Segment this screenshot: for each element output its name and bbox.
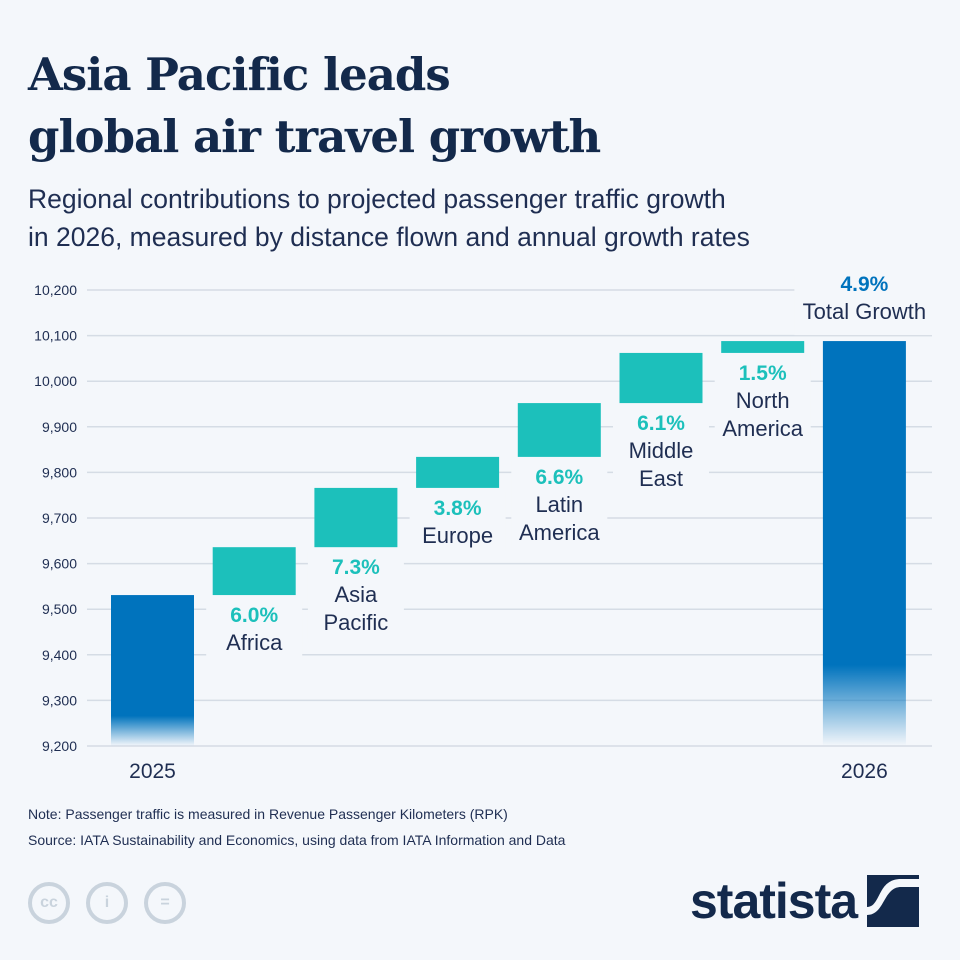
bar-africa <box>212 547 296 596</box>
subtitle-line-1: Regional contributions to projected pass… <box>28 184 726 214</box>
category-label: Latin <box>535 492 583 517</box>
bar-2026 <box>822 341 906 746</box>
data-label-total: 4.9% <box>840 273 888 296</box>
y-tick-label: 9,800 <box>42 464 77 480</box>
title-line-2: global air travel growth <box>28 110 601 163</box>
chart-title: Asia Pacific leads global air travel grow… <box>28 44 601 168</box>
category-label: Middle <box>629 438 694 463</box>
y-tick-label: 10,000 <box>34 373 77 389</box>
cc-icon[interactable]: cc <box>28 882 70 924</box>
bar-2025 <box>111 595 194 746</box>
bar-asia-pacific <box>314 487 398 548</box>
category-label: East <box>639 466 683 491</box>
category-label: Europe <box>422 523 493 548</box>
bar-latin-america <box>517 403 601 457</box>
attribution-icon[interactable]: i <box>86 882 128 924</box>
data-label-middle-east: 6.1% <box>637 412 685 435</box>
y-tick-label: 9,300 <box>42 692 77 708</box>
category-label: America <box>722 416 803 441</box>
no-derivatives-icon[interactable]: = <box>144 882 186 924</box>
bar-north-america <box>721 341 805 353</box>
title-line-1: Asia Pacific leads <box>28 48 451 101</box>
data-label-europe: 3.8% <box>434 497 482 520</box>
y-tick-label: 9,200 <box>42 738 77 754</box>
statista-logo-icon <box>867 875 920 927</box>
y-tick-label: 9,700 <box>42 510 77 526</box>
y-tick-label: 10,200 <box>34 282 77 298</box>
category-label: North <box>736 388 790 413</box>
brand-text: statista <box>690 873 858 929</box>
waterfall-chart: 9,200 9,300 9,400 9,500 9,600 9,700 9,800 9,900… <box>34 273 932 783</box>
subtitle-line-2: in 2026, measured by distance flown and … <box>28 222 750 252</box>
x-axis-label: 2025 <box>129 760 176 783</box>
category-label: Asia <box>335 582 379 607</box>
data-label-africa: 6.0% <box>230 604 278 627</box>
category-label: America <box>519 520 600 545</box>
x-axis-label: 2026 <box>841 760 888 783</box>
data-label-latin-america: 6.6% <box>535 466 583 489</box>
chart-subtitle: Regional contributions to projected pass… <box>28 180 750 256</box>
source-text: Source: IATA Sustainability and Economic… <box>28 832 566 848</box>
total-growth-caption: Total Growth <box>803 299 927 324</box>
y-tick-label: 9,600 <box>42 556 77 572</box>
data-label-north-america: 1.5% <box>739 362 787 385</box>
data-label-asia-pacific: 7.3% <box>332 556 380 579</box>
bar-europe <box>416 456 500 488</box>
y-tick-label: 10,100 <box>34 328 77 344</box>
y-tick-label: 9,900 <box>42 419 77 435</box>
category-label: Africa <box>226 630 283 655</box>
y-tick-label: 9,400 <box>42 647 77 663</box>
statista-logo[interactable]: statista <box>690 872 920 930</box>
y-tick-label: 9,500 <box>42 601 77 617</box>
note-text: Note: Passenger traffic is measured in R… <box>28 806 508 822</box>
category-label: Pacific <box>324 610 389 635</box>
bar-middle-east <box>619 352 703 404</box>
